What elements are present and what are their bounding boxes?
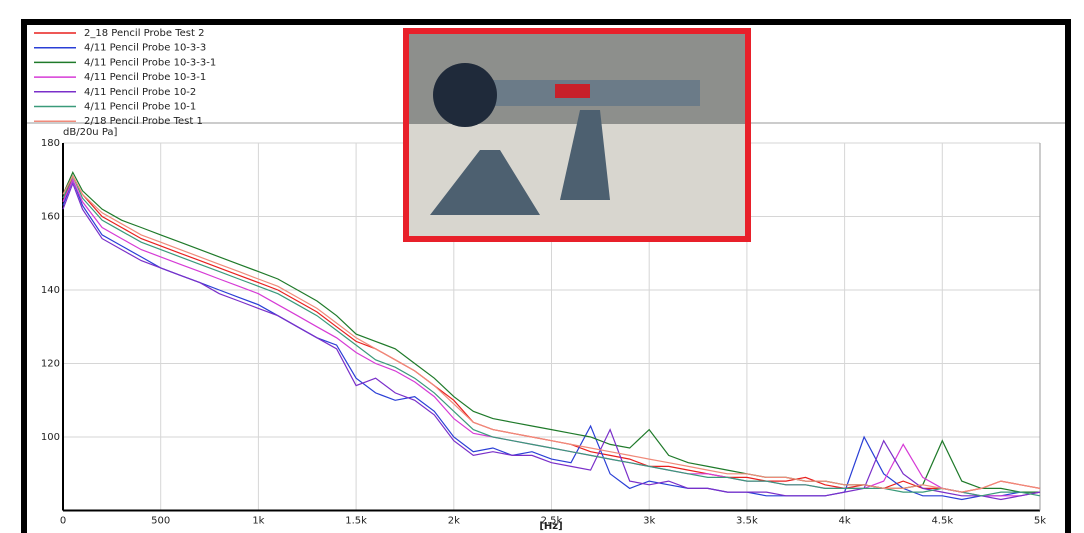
legend-label: 4/11 Pencil Probe 10-3-1: [84, 72, 206, 83]
legend-label: 4/11 Pencil Probe 10-3-3: [84, 43, 206, 54]
series-line: [62, 174, 1041, 493]
y-axis-label: dB/20u Pa]: [63, 127, 118, 138]
x-axis-label: [Hz]: [539, 521, 562, 532]
x-tick-label: 2.5k: [541, 516, 563, 527]
legend-label: 4/11 Pencil Probe 10-3-3-1: [84, 57, 216, 68]
legend-label: 2/18 Pencil Probe Test 1: [84, 116, 203, 127]
x-tick-label: 3k: [643, 516, 655, 527]
x-tick-label: 5k: [1034, 516, 1046, 527]
photo-flange: [433, 63, 497, 127]
legend-label: 4/11 Pencil Probe 10-1: [84, 102, 196, 113]
x-tick-label: 500: [151, 516, 170, 527]
x-tick-label: 1.5k: [345, 516, 367, 527]
y-tick-label: 120: [41, 359, 60, 370]
x-tick-label: 4k: [839, 516, 851, 527]
y-tick-label: 180: [41, 138, 60, 149]
x-tick-label: 1k: [252, 516, 264, 527]
series-line: [62, 181, 1041, 501]
series-line: [62, 174, 1041, 497]
frame: [21, 19, 1071, 533]
x-tick-label: 2k: [448, 516, 460, 527]
legend-label: 2_18 Pencil Probe Test 2: [84, 28, 204, 39]
photo-probe: [555, 84, 590, 98]
series-line: [62, 178, 1040, 501]
photo-stand: [430, 110, 610, 215]
y-tick-label: 140: [41, 285, 60, 296]
inset-photo: [403, 28, 751, 242]
x-tick-label: 4.5k: [931, 516, 953, 527]
y-tick-label: 160: [41, 212, 60, 223]
y-tick-label: 100: [41, 432, 60, 443]
legend-label: 4/11 Pencil Probe 10-2: [84, 87, 196, 98]
x-tick-label: 0: [60, 516, 66, 527]
x-tick-label: 3.5k: [736, 516, 758, 527]
